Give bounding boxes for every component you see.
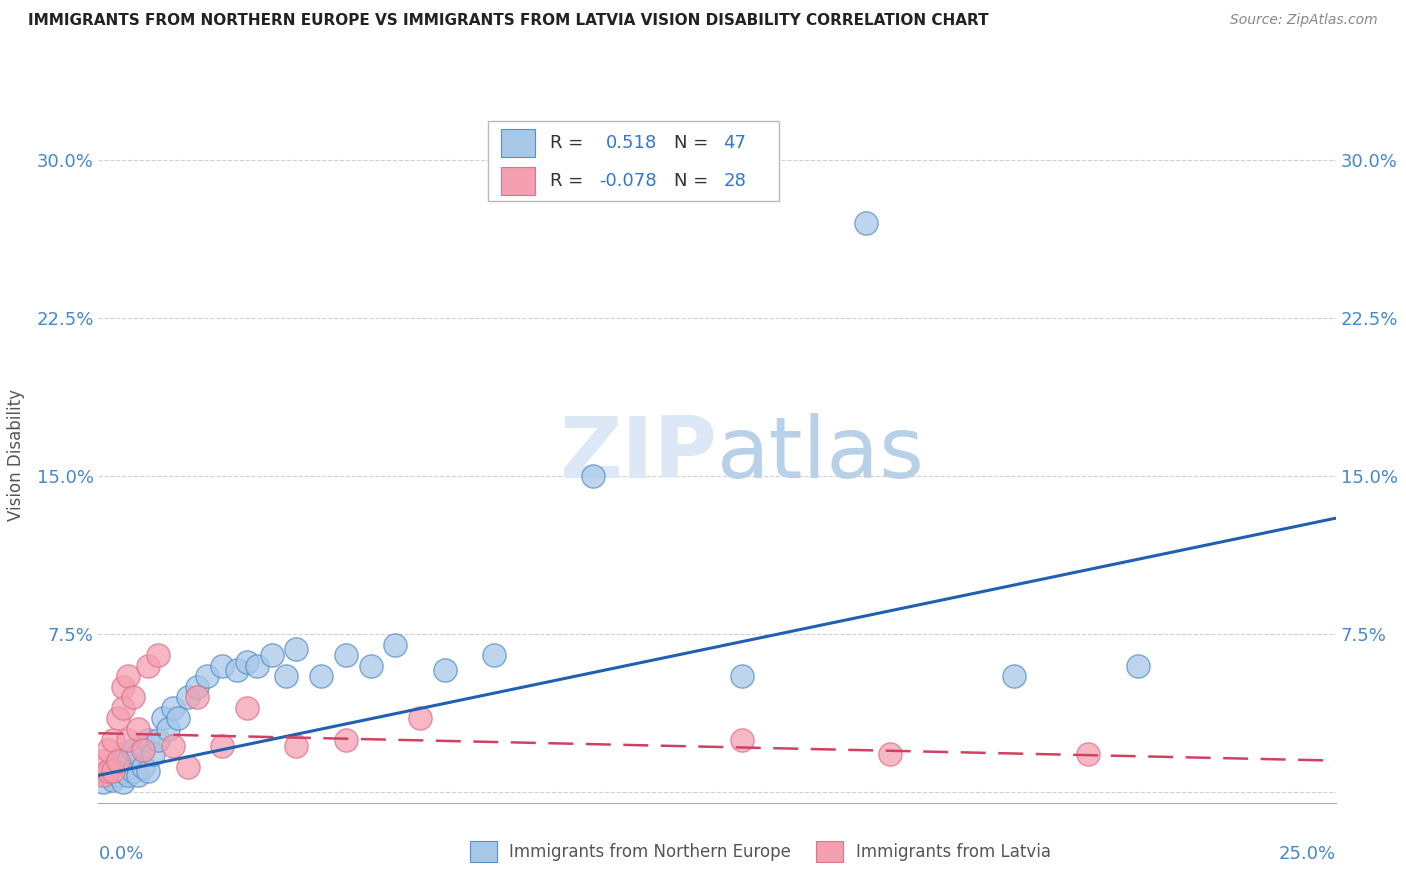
Text: 0.518: 0.518 [606,135,657,153]
Text: ZIP: ZIP [560,413,717,497]
Point [879,747,901,762]
Point [127,747,149,762]
Point [162,739,184,753]
Point [731,669,754,683]
Point [384,638,406,652]
Point [132,739,155,753]
Point [226,663,249,677]
Point [176,760,198,774]
Text: atlas: atlas [717,413,925,497]
Point [335,732,357,747]
Point [103,772,125,787]
Text: R =: R = [550,135,589,153]
Point [122,690,145,705]
Point [236,655,259,669]
Text: Immigrants from Latvia: Immigrants from Latvia [856,843,1050,861]
Point [360,658,382,673]
FancyBboxPatch shape [488,121,779,201]
Point [409,711,432,725]
Point [112,701,135,715]
Text: Source: ZipAtlas.com: Source: ZipAtlas.com [1230,13,1378,28]
Point [146,648,169,663]
Point [166,711,188,725]
Point [731,732,754,747]
Point [285,739,308,753]
Text: N =: N = [673,172,714,190]
Text: 47: 47 [723,135,747,153]
Point [117,754,139,768]
Point [309,669,332,683]
Text: 0.0%: 0.0% [98,845,143,863]
Text: N =: N = [673,135,714,153]
Point [103,732,125,747]
Point [112,774,135,789]
Point [162,701,184,715]
Point [103,760,125,774]
FancyBboxPatch shape [470,841,496,862]
Point [107,768,129,782]
Point [117,669,139,683]
Point [246,658,269,673]
Point [112,680,135,694]
Point [433,663,456,677]
Text: -0.078: -0.078 [599,172,657,190]
FancyBboxPatch shape [501,129,536,157]
Point [122,764,145,779]
Point [132,760,155,774]
Point [1126,658,1149,673]
FancyBboxPatch shape [815,841,844,862]
Point [855,216,877,230]
Point [132,743,155,757]
Point [156,722,179,736]
Text: Immigrants from Northern Europe: Immigrants from Northern Europe [509,843,792,861]
Point [122,743,145,757]
Point [127,768,149,782]
Point [260,648,283,663]
Point [117,732,139,747]
Point [484,648,506,663]
Point [127,722,149,736]
Point [97,764,120,779]
Point [285,641,308,656]
Point [582,469,605,483]
Point [97,743,120,757]
Text: IMMIGRANTS FROM NORTHERN EUROPE VS IMMIGRANTS FROM LATVIA VISION DISABILITY CORR: IMMIGRANTS FROM NORTHERN EUROPE VS IMMIG… [28,13,988,29]
Point [107,754,129,768]
Point [136,764,159,779]
Point [186,690,208,705]
Point [93,754,115,768]
Point [1002,669,1025,683]
Point [142,747,165,762]
Point [146,732,169,747]
Point [236,701,259,715]
Point [112,764,135,779]
Text: R =: R = [550,172,589,190]
Point [107,711,129,725]
Text: 28: 28 [723,172,747,190]
Y-axis label: Vision Disability: Vision Disability [7,389,25,521]
Point [195,669,218,683]
Point [186,680,208,694]
Point [211,658,233,673]
Point [112,747,135,762]
Point [276,669,298,683]
Point [1077,747,1099,762]
Point [103,764,125,779]
Point [97,764,120,779]
Point [211,739,233,753]
Point [136,732,159,747]
Point [136,658,159,673]
Point [107,754,129,768]
Point [152,711,174,725]
Point [97,768,120,782]
FancyBboxPatch shape [501,167,536,195]
Point [176,690,198,705]
Point [117,768,139,782]
Point [335,648,357,663]
Point [93,774,115,789]
Text: 25.0%: 25.0% [1278,845,1336,863]
Point [93,768,115,782]
